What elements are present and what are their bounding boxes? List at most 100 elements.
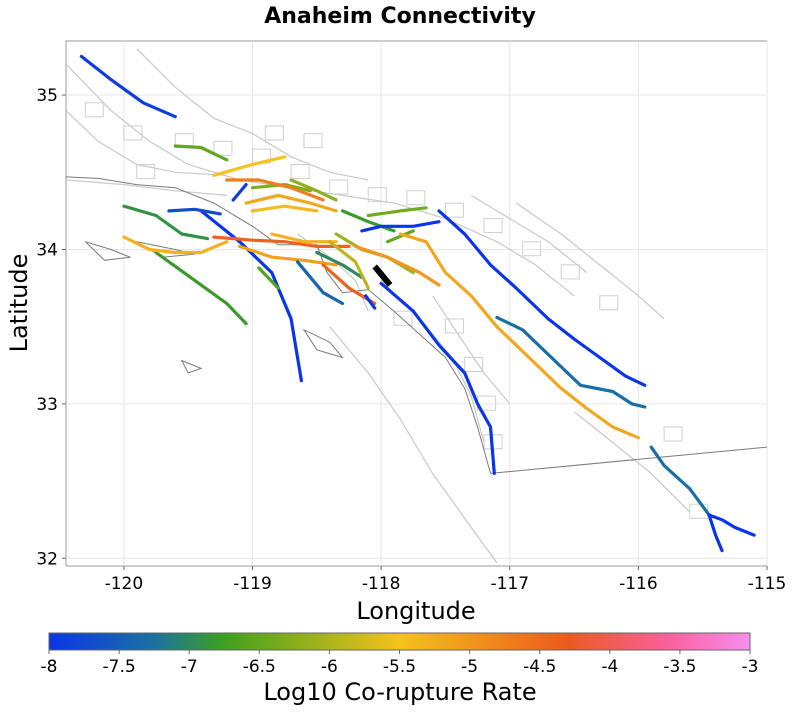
fault-series-line [366, 206, 428, 218]
background-fault-block [84, 102, 104, 118]
x-tick-label: -117 [490, 574, 529, 594]
fault-series [79, 54, 756, 553]
background-fault-block [444, 202, 464, 218]
background-fault-block [329, 179, 349, 195]
background-fault-line [66, 179, 227, 196]
background-fault-block [303, 133, 323, 149]
fault-series-line [238, 244, 338, 267]
colorbar-ticks: -8 -7.5 -7 -6.5 -6 -5.5 -5 -4.5 -4 -3.5 -3 [41, 650, 759, 677]
background-fault-block [393, 310, 413, 326]
fault-series-line [295, 260, 345, 306]
fault-series-line [244, 193, 338, 213]
fault-series-line [437, 209, 647, 387]
colorbar-tick-label: -3.5 [663, 657, 696, 677]
background-fault-block [406, 190, 426, 206]
colorbar-tick-label: -7 [181, 657, 198, 677]
fault-series-line [649, 445, 711, 517]
fault-series-line [212, 235, 351, 248]
fault-series-line [173, 144, 229, 162]
fault-series-line [122, 204, 210, 241]
plot-area [65, 40, 768, 567]
colorbar-tick-label: -6 [321, 657, 338, 677]
highlighted-fault-line [372, 264, 393, 287]
fault-series-line [167, 207, 222, 216]
fault-series-line [289, 178, 338, 202]
fault-series-line [386, 229, 415, 244]
background-fault-line [136, 48, 369, 181]
colorbar-tick-label: -3 [742, 657, 759, 677]
background-fault-block [367, 187, 387, 203]
island-outline [84, 241, 131, 261]
background-fault-block [264, 125, 284, 141]
fault-series-line [79, 54, 177, 119]
fault-series-line [379, 281, 496, 475]
fault-series-line [225, 178, 325, 202]
y-tick-label: 34 [36, 240, 58, 260]
background-fault-block [560, 264, 580, 280]
colorbar [48, 632, 751, 651]
x-axis-ticks: -120 -119 -118 -117 -116 -115 [105, 566, 787, 594]
x-tick-label: -115 [748, 574, 787, 594]
fault-series-line [398, 232, 640, 440]
fault-series-line [315, 250, 364, 279]
fault-series-line [122, 235, 229, 255]
chart-title: Anaheim Connectivity [264, 4, 536, 29]
background-fault-block [136, 164, 156, 180]
island-outline [136, 241, 195, 258]
fault-series-line [212, 155, 287, 177]
coastline-line [66, 176, 491, 474]
background-fault-block [483, 218, 503, 234]
colorbar-label: Log10 Co-rupture Rate [263, 678, 536, 706]
colorbar-tick-label: -4.5 [523, 657, 556, 677]
y-axis-ticks: 35 34 33 32 [36, 86, 66, 569]
fault-series-line [364, 294, 377, 310]
coastline-line [490, 446, 767, 474]
fault-series-line [707, 513, 724, 553]
colorbar-tick-label: -5 [461, 657, 478, 677]
colorbar-tick-label: -7.5 [103, 657, 136, 677]
background-fault-block [123, 125, 143, 141]
background-fault-block [464, 357, 484, 373]
island-outline [302, 328, 344, 359]
background-fault-block [663, 426, 683, 442]
background-fault-line [329, 326, 498, 564]
background-fault-line [432, 295, 511, 405]
fault-series-line [250, 204, 319, 213]
x-tick-label: -119 [233, 574, 272, 594]
fault-series-line [154, 250, 248, 326]
fault-series-line [707, 513, 756, 537]
fault-series-line [495, 315, 647, 409]
colorbar-tick-label: -6.5 [243, 657, 276, 677]
y-tick-label: 32 [36, 549, 58, 569]
fault-series-line [353, 244, 441, 287]
x-axis-label: Longitude [356, 597, 475, 625]
fault-series-line [231, 183, 248, 202]
island-outline [180, 359, 203, 374]
y-tick-label: 33 [36, 395, 58, 415]
colorbar-tick-label: -4 [601, 657, 618, 677]
background-fault-block [290, 164, 310, 180]
fault-series-line [257, 266, 280, 290]
background-fault-block [213, 140, 233, 156]
coastline [66, 176, 767, 474]
background-fault-block [444, 318, 464, 334]
background-fault-line [515, 202, 665, 320]
background-fault-line [573, 411, 691, 513]
fault-series-line [270, 232, 338, 244]
colorbar-tick-label: -8 [41, 657, 58, 677]
fault-series-line [199, 209, 303, 383]
y-axis-label: Latitude [5, 254, 33, 353]
background-fault-block [522, 241, 542, 257]
background-fault-block [599, 295, 619, 311]
x-tick-label: -120 [105, 574, 144, 594]
fault-series-line [360, 220, 441, 233]
x-tick-label: -116 [619, 574, 658, 594]
highlighted-fault [372, 264, 393, 287]
fault-series-line [328, 240, 370, 290]
colorbar-tick-label: -5.5 [383, 657, 416, 677]
x-tick-label: -118 [362, 574, 401, 594]
y-tick-label: 35 [36, 86, 58, 106]
background-fault-line [470, 194, 588, 274]
grid [66, 41, 768, 566]
